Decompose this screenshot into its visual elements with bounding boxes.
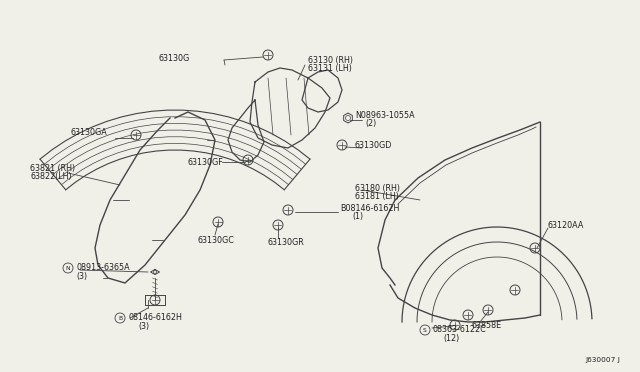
Text: 63181 (LH): 63181 (LH) bbox=[355, 192, 399, 201]
Text: 63130 (RH): 63130 (RH) bbox=[308, 55, 353, 64]
Text: (2): (2) bbox=[365, 119, 376, 128]
Text: 63821 (RH): 63821 (RH) bbox=[30, 164, 75, 173]
Text: B08146-6162H: B08146-6162H bbox=[340, 203, 399, 212]
Text: 08146-6162H: 08146-6162H bbox=[128, 314, 182, 323]
Text: B: B bbox=[118, 315, 122, 321]
Text: 08913-6365A: 08913-6365A bbox=[76, 263, 130, 273]
Text: 63130G: 63130G bbox=[159, 54, 190, 62]
Text: J630007 J: J630007 J bbox=[585, 357, 620, 363]
Text: 63180 (RH): 63180 (RH) bbox=[355, 183, 400, 192]
Text: (12): (12) bbox=[443, 334, 460, 343]
Text: 63130GC: 63130GC bbox=[198, 235, 235, 244]
Text: S: S bbox=[423, 327, 427, 333]
Text: 63858E: 63858E bbox=[472, 321, 502, 330]
Text: 08363-6122C: 08363-6122C bbox=[433, 326, 487, 334]
Text: N08963-1055A: N08963-1055A bbox=[355, 110, 415, 119]
Text: 63130GF: 63130GF bbox=[188, 157, 224, 167]
Text: N: N bbox=[66, 266, 70, 270]
Text: 63130GA: 63130GA bbox=[70, 128, 107, 137]
Text: 63131 (LH): 63131 (LH) bbox=[308, 64, 352, 73]
Text: (3): (3) bbox=[76, 272, 87, 280]
Text: 63130GR: 63130GR bbox=[268, 237, 305, 247]
Text: (1): (1) bbox=[352, 212, 363, 221]
Text: 63120AA: 63120AA bbox=[548, 221, 584, 230]
Text: (3): (3) bbox=[138, 321, 149, 330]
Text: 63822(LH): 63822(LH) bbox=[30, 171, 72, 180]
Text: 63130GD: 63130GD bbox=[355, 141, 392, 150]
